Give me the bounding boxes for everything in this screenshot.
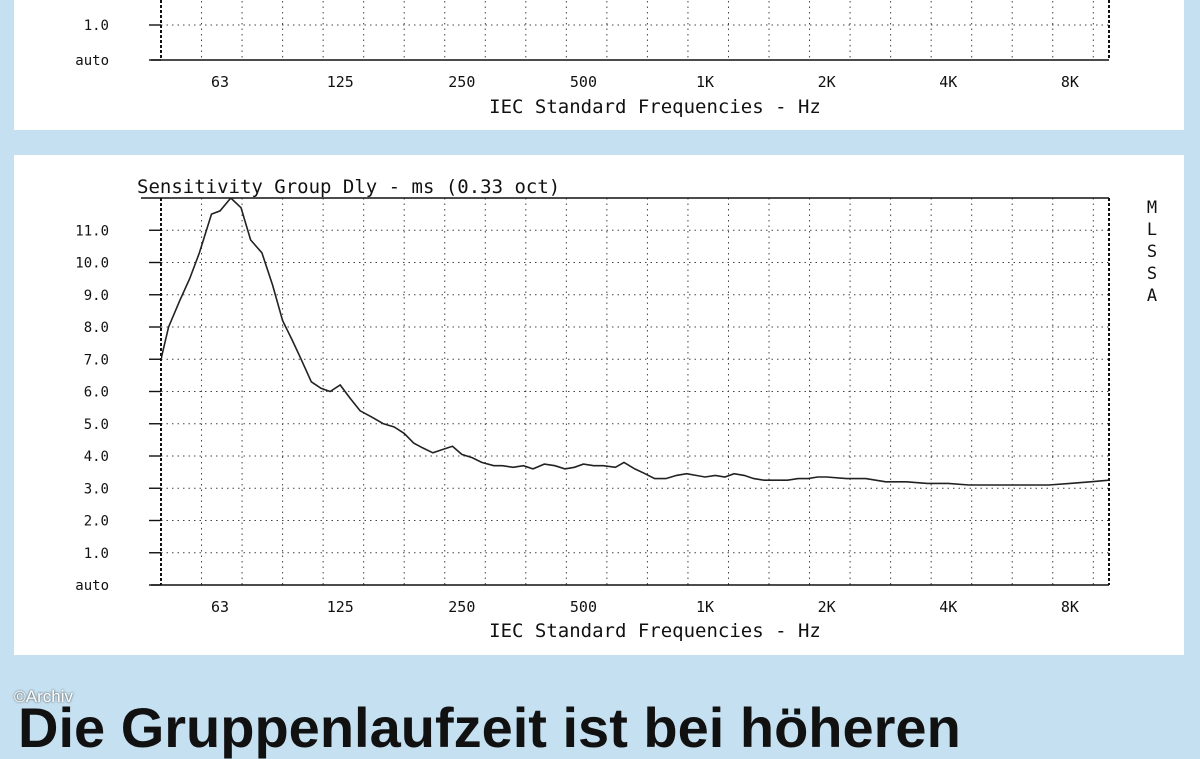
plot-frame: [151, 0, 1110, 61]
side-label-letter: M: [1147, 198, 1157, 218]
y-tick-label: 2.0: [84, 514, 109, 530]
caption-text: Die Gruppenlaufzeit ist bei höheren: [18, 696, 961, 759]
side-label-letter: A: [1147, 286, 1157, 306]
x-tick-label: 500: [570, 73, 597, 91]
x-tick-label: 4K: [939, 73, 957, 91]
x-tick-label: 2K: [818, 73, 836, 91]
side-label-letter: L: [1147, 220, 1157, 240]
y-tick-label: 3.0: [84, 481, 109, 497]
x-tick-label: 1K: [696, 598, 714, 616]
grid: [161, 0, 1109, 60]
y-tick-label: 5.0: [84, 417, 109, 433]
plot-frame: [141, 197, 1110, 586]
x-tick-label: 125: [327, 598, 354, 616]
y-tick-label: 4.0: [84, 449, 109, 465]
y-tick-label: 8.0: [84, 320, 109, 336]
group-delay-chart: 11.0 10.0 9.0 8.0 7.0 6.0 5.0 4.0 3.0 2.0 1.0 auto 6…: [75, 176, 1157, 642]
x-tick-label: 250: [448, 598, 475, 616]
chart-title: Sensitivity Group Dly - ms (0.33 oct): [137, 176, 560, 198]
x-tick-label: 8K: [1061, 598, 1079, 616]
x-axis-label: IEC Standard Frequencies - Hz: [489, 620, 821, 642]
x-tick-label: 63: [211, 598, 229, 616]
x-tick-label: 125: [327, 73, 354, 91]
y-tick-label: 1.0: [84, 546, 109, 562]
x-tick-label: 4K: [939, 598, 957, 616]
x-tick-label: 1K: [696, 73, 714, 91]
y-tick-label: 10.0: [75, 256, 109, 272]
y-tick-label: 9.0: [84, 288, 109, 304]
y-tick-label: 11.0: [75, 223, 109, 239]
y-tick-label: 6.0: [84, 385, 109, 401]
x-tick-label: 2K: [818, 598, 836, 616]
x-tick-label: 63: [211, 73, 229, 91]
y-tick-label: auto: [75, 578, 109, 594]
y-tick-label: 1.0: [84, 18, 109, 34]
credit-text: Archiv: [25, 687, 74, 706]
photo-credit: ©Archiv: [14, 687, 73, 707]
x-tick-label: 250: [448, 73, 475, 91]
bottom-chart-panel: 11.0 10.0 9.0 8.0 7.0 6.0 5.0 4.0 3.0 2.0 1.0 auto 6…: [14, 155, 1184, 655]
y-tick-label: auto: [75, 53, 109, 69]
x-tick-label: 8K: [1061, 73, 1079, 91]
side-label-letter: S: [1147, 242, 1157, 262]
x-tick-label: 500: [570, 598, 597, 616]
grid: [161, 198, 1109, 585]
copyright-icon: ©: [14, 689, 26, 706]
side-label-letter: S: [1147, 264, 1157, 284]
y-tick-label: 7.0: [84, 352, 109, 368]
x-axis-label: IEC Standard Frequencies - Hz: [489, 96, 821, 118]
group-delay-line: [161, 198, 1109, 486]
